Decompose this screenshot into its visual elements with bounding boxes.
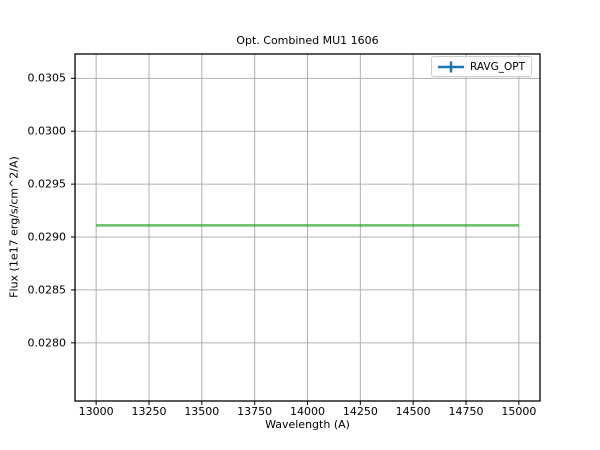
x-tick-label: 14250 xyxy=(342,405,378,418)
x-tick-label: 13750 xyxy=(237,405,273,418)
legend: RAVG_OPT xyxy=(431,56,532,77)
y-tick-label: 0.0280 xyxy=(27,336,67,350)
x-tick-label: 14000 xyxy=(290,405,325,418)
x-tick-label: 14750 xyxy=(448,405,484,418)
chart-title: Opt. Combined MU1 1606 xyxy=(236,34,379,47)
errorbar-legend-icon xyxy=(438,61,465,72)
y-tick-label: 0.0295 xyxy=(27,177,67,191)
y-tick-label: 0.0305 xyxy=(27,71,67,85)
x-axis-label: Wavelength (A) xyxy=(265,418,350,431)
y-tick-label: 0.0290 xyxy=(27,230,67,244)
x-tick-label: 15000 xyxy=(501,405,537,418)
x-tick-label: 13250 xyxy=(131,405,167,418)
x-tick-label: 13500 xyxy=(184,405,220,418)
y-tick-label: 0.0285 xyxy=(27,283,67,297)
x-tick-label: 14500 xyxy=(395,405,431,418)
y-tick-label: 0.0300 xyxy=(27,124,67,138)
legend-label: RAVG_OPT xyxy=(470,60,525,73)
x-tick-label: 13000 xyxy=(78,405,114,418)
